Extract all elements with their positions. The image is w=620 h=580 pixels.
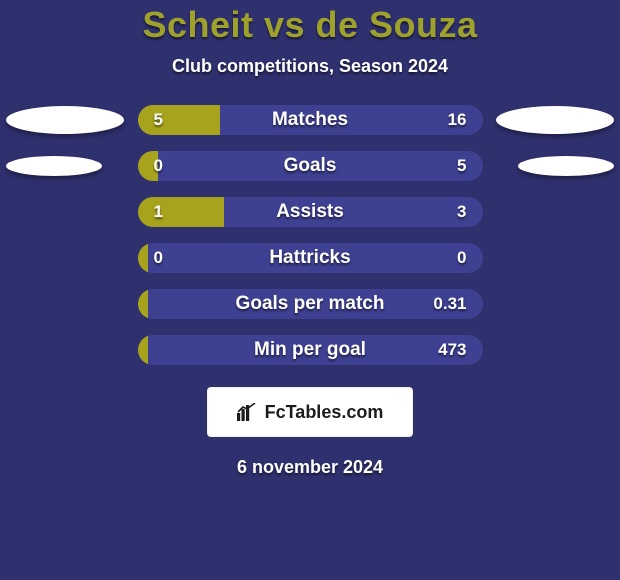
stat-row: 0Goals5 [0,151,620,181]
bar-segment-right [148,243,483,273]
stat-row: 1Assists3 [0,197,620,227]
bar-segment-right [224,197,483,227]
stat-bar: 0Hattricks0 [138,243,483,273]
bar-segment-right [148,289,483,319]
bar-segment-right [220,105,483,135]
stat-row: Min per goal473 [0,335,620,365]
stat-bar: 5Matches16 [138,105,483,135]
subtitle: Club competitions, Season 2024 [0,56,620,77]
stat-row: Goals per match0.31 [0,289,620,319]
bar-segment-left [138,289,148,319]
player-left-ellipse [6,156,102,176]
stat-bar: Min per goal473 [138,335,483,365]
bar-segment-left [138,197,224,227]
stat-row: 5Matches16 [0,105,620,135]
footer-badge-text: FcTables.com [265,402,384,423]
stat-bar: Goals per match0.31 [138,289,483,319]
date-text: 6 november 2024 [0,457,620,478]
page-title: Scheit vs de Souza [0,4,620,46]
bar-segment-left [138,151,159,181]
player-right-ellipse [496,106,614,134]
bar-segment-left [138,335,148,365]
stat-rows: 5Matches16 0Goals5 1Assists3 0Hattricks0 Goa… [0,105,620,365]
chart-icon [237,403,257,421]
bar-segment-right [148,335,483,365]
bar-segment-left [138,105,220,135]
bar-segment-left [138,243,148,273]
player-left-ellipse [6,106,124,134]
footer-badge: FcTables.com [207,387,413,437]
stat-row: 0Hattricks0 [0,243,620,273]
stat-bar: 0Goals5 [138,151,483,181]
player-right-ellipse [518,156,614,176]
comparison-infographic: Scheit vs de Souza Club competitions, Se… [0,0,620,580]
bar-segment-right [158,151,482,181]
stat-bar: 1Assists3 [138,197,483,227]
